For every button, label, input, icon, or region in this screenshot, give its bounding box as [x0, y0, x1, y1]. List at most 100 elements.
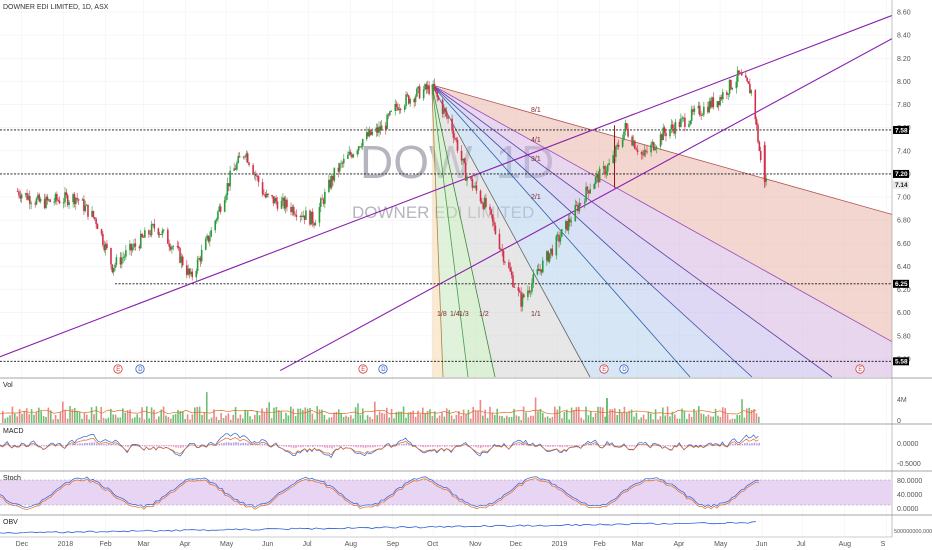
candle-body: [731, 88, 734, 90]
time-tick-label[interactable]: Jul: [303, 541, 312, 548]
time-tick-label[interactable]: 2019: [552, 541, 568, 548]
volume-bar: [275, 406, 278, 423]
volume-bar: [695, 411, 698, 423]
candle-body: [654, 148, 656, 151]
time-tick-label[interactable]: Mar: [632, 541, 645, 548]
macd-histogram-bar: [482, 445, 484, 448]
time-tick-label[interactable]: Dec: [16, 541, 29, 548]
volume-bar: [650, 413, 652, 423]
volume-bar: [184, 419, 186, 423]
candle-body: [328, 179, 330, 192]
volume-bar: [186, 414, 189, 423]
dividend-marker[interactable]: [619, 364, 629, 374]
time-tick-label[interactable]: Apr: [673, 541, 685, 548]
candle-body: [711, 97, 713, 108]
volume-bar: [117, 417, 119, 423]
macd-histogram-bar: [151, 445, 153, 447]
time-tick-label[interactable]: Dec: [510, 541, 523, 548]
earnings-marker[interactable]: [855, 364, 865, 374]
candle-body: [532, 274, 535, 283]
candle-body: [223, 200, 226, 212]
candle-body: [493, 221, 495, 226]
time-tick-label[interactable]: S: [881, 541, 886, 548]
volume-bar: [705, 416, 707, 423]
candle-body: [329, 179, 332, 188]
trendline: [279, 38, 893, 372]
gann-fan[interactable]: 8/1 4/1 3/1 2/1 1/1 1/2 1/31/41/8: [431, 84, 893, 378]
volume-bar: [352, 418, 354, 423]
volume-bar: [599, 406, 602, 423]
volume-bar: [143, 419, 146, 423]
time-tick-label[interactable]: May: [220, 541, 234, 548]
volume-bar: [683, 410, 686, 423]
candle-body: [341, 162, 344, 164]
time-tick-label[interactable]: Feb: [594, 541, 606, 548]
volume-bar: [743, 417, 746, 423]
candle-body: [244, 156, 246, 158]
volume-bar: [462, 409, 465, 423]
candle-body: [539, 269, 541, 271]
time-tick-label[interactable]: Jul: [797, 541, 806, 548]
time-tick-label[interactable]: May: [714, 541, 728, 548]
candle-body: [158, 234, 161, 235]
macd-histogram-bar: [115, 443, 117, 446]
candle-body: [426, 85, 429, 90]
volume-bar: [179, 410, 182, 423]
candle-body: [171, 246, 173, 250]
volume-bar: [441, 412, 443, 423]
earnings-marker[interactable]: [113, 364, 123, 374]
volume-bar: [230, 419, 232, 423]
time-tick-label[interactable]: Aug: [345, 541, 358, 548]
time-tick-label[interactable]: Mar: [137, 541, 150, 548]
candle-body: [195, 270, 198, 278]
macd-histogram-bar: [312, 445, 314, 447]
earnings-marker[interactable]: [358, 364, 368, 374]
volume-bar: [263, 412, 266, 423]
candle-body: [73, 194, 76, 205]
time-tick-label[interactable]: Nov: [469, 541, 482, 548]
candle-body: [161, 230, 164, 235]
time-tick-label[interactable]: Feb: [100, 541, 112, 548]
volume-bar: [194, 407, 196, 423]
time-axis[interactable]: Dec 2018 Feb Mar Apr May Jun Jul Aug Sep Oct Nov Dec…: [0, 536, 892, 548]
horizontal-levels[interactable]: [0, 129, 892, 362]
candle-body: [471, 179, 474, 188]
volume-bar: [124, 412, 126, 423]
dividend-marker[interactable]: [378, 364, 388, 374]
time-tick-label[interactable]: Jun: [262, 541, 273, 548]
volume-bar: [556, 409, 558, 423]
time-tick-label[interactable]: 2018: [58, 541, 74, 548]
time-tick-label[interactable]: Jun: [756, 541, 767, 548]
earnings-marker[interactable]: [599, 364, 609, 374]
volume-bar: [700, 413, 702, 423]
macd-histogram-bar: [698, 445, 700, 446]
candle-body: [286, 199, 288, 208]
price-tag-label: 5.58: [895, 359, 908, 366]
candle-body: [491, 214, 494, 222]
chart-title: DOWNER EDI LIMITED, 1D, ASX: [3, 4, 109, 11]
candle-body: [100, 229, 103, 234]
macd-histogram-bar: [746, 442, 748, 446]
candle-body: [144, 230, 146, 238]
time-tick-label[interactable]: Aug: [839, 541, 852, 548]
candle-body: [709, 101, 712, 108]
volume-bar: [201, 414, 203, 423]
time-tick-label[interactable]: Oct: [427, 541, 438, 548]
time-tick-label[interactable]: Sep: [387, 541, 400, 548]
candle-body: [746, 77, 748, 82]
candle-body: [273, 197, 276, 204]
dividend-marker[interactable]: [135, 364, 145, 374]
candle-body: [416, 88, 418, 97]
volume-bar: [95, 406, 98, 423]
candle-body: [585, 186, 587, 202]
time-tick-label[interactable]: Apr: [179, 541, 191, 548]
volume-bar: [335, 411, 338, 423]
candle-body: [712, 97, 715, 108]
macd-histogram-bar: [662, 445, 664, 447]
volume-bar: [717, 415, 719, 423]
candle-body: [399, 108, 402, 110]
volume-bar: [362, 408, 364, 423]
macd-histogram-bar: [98, 444, 100, 446]
